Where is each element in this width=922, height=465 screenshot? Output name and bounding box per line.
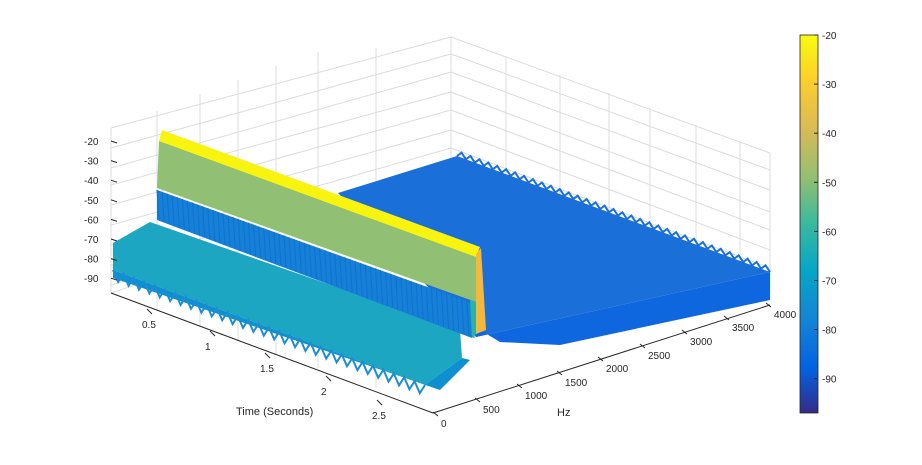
z-tick-label: -80 [84,255,99,266]
hz-tick-mark [765,302,772,308]
surface-tone-ridge-end-cap [476,248,486,334]
hz-tick-mark [681,329,688,335]
time-tick-mark [325,375,332,382]
hz-tick-label: 500 [483,405,500,416]
time-tick-label: 1 [205,342,211,353]
z-tick-label: -90 [84,274,99,285]
time-tick-mark [376,399,383,406]
z-tick-mark [110,238,118,242]
time-tick-mark [146,308,153,315]
hz-tick-mark [516,383,523,389]
z-tick-mark [110,218,118,222]
time-tick-label: 0.5 [142,320,156,331]
colorbar: -20 -30 -40 -50 -60 -70 -80 -90 [799,31,837,414]
z-tick-mark [110,258,118,262]
surface-high-freq-floor-top [338,156,770,337]
z-tick-label: -60 [84,215,99,226]
colorbar-tick-label: -80 [822,326,837,337]
colorbar-ticks: -20 -30 -40 -50 -60 -70 -80 -90 [814,31,837,386]
axis-lines [110,292,771,414]
surface-tone-ridge-crest [159,130,480,257]
time-axis-ticks: 0.5 1 1.5 2 2.5 [142,308,386,422]
z-tick-label: -20 [84,137,99,148]
colorbar-tick-label: -40 [822,129,837,140]
hz-tick-label: 2500 [648,351,671,362]
hz-tick-label: 3000 [690,337,713,348]
colorbar-tick-label: -50 [822,178,837,189]
hz-tick-mark [432,411,439,417]
surface-rear-ripple [456,151,771,273]
time-tick-label: 2 [321,387,327,398]
z-tick-mark [110,179,118,183]
z-tick-label: -30 [84,157,99,168]
hz-tick-label: 0 [441,419,447,430]
colorbar-gradient [799,34,819,414]
hz-axis-label: Hz [557,407,570,419]
time-tick-label: 1.5 [260,364,274,375]
hz-tick-label: 3500 [732,323,755,334]
time-tick-label: 2.5 [372,411,386,422]
z-tick-mark [110,160,118,164]
colorbar-tick-label: -60 [822,227,837,238]
hz-tick-mark [474,397,481,403]
surface-plot [112,130,771,396]
z-tick-mark [110,277,118,281]
colorbar-tick-label: -20 [822,31,837,42]
hz-tick-mark [597,356,604,362]
surface-low-freq-noise [113,222,462,385]
surface-front-ripple [112,269,426,396]
z-axis-ticks: -20 -30 -40 -50 -60 -70 -80 -90 [84,137,118,285]
z-tick-label: -70 [84,235,99,246]
surface-tone-ridge-side [157,190,472,338]
z-tick-label: -40 [84,176,99,187]
hz-tick-label: 2000 [606,364,629,375]
hz-tick-mark [723,315,730,321]
surface-tone-ridge-ribs [156,189,475,339]
hz-tick-label: 1500 [565,378,588,389]
hz-axis-ticks: 0 500 1000 1500 2000 2500 3000 3500 4000 [432,302,797,430]
colorbar-tick-label: -70 [822,277,837,288]
time-tick-mark [209,330,216,337]
surface-tone-ridge-end-shadow [470,300,476,338]
z-tick-label: -50 [84,196,99,207]
colorbar-tick-label: -30 [822,80,837,91]
hz-tick-mark [556,370,563,376]
time-axis-label: Time (Seconds) [236,406,313,418]
surface-tone-ridge-plateau [157,141,476,302]
surface-high-freq-floor-front [476,272,770,345]
hz-tick-label: 1000 [525,391,548,402]
z-tick-mark [110,140,118,144]
time-tick-mark [264,352,271,359]
z-tick-mark [110,199,118,203]
colorbar-tick-label: -90 [822,375,837,386]
hz-tick-label: 4000 [774,310,797,321]
hz-tick-mark [639,343,646,349]
